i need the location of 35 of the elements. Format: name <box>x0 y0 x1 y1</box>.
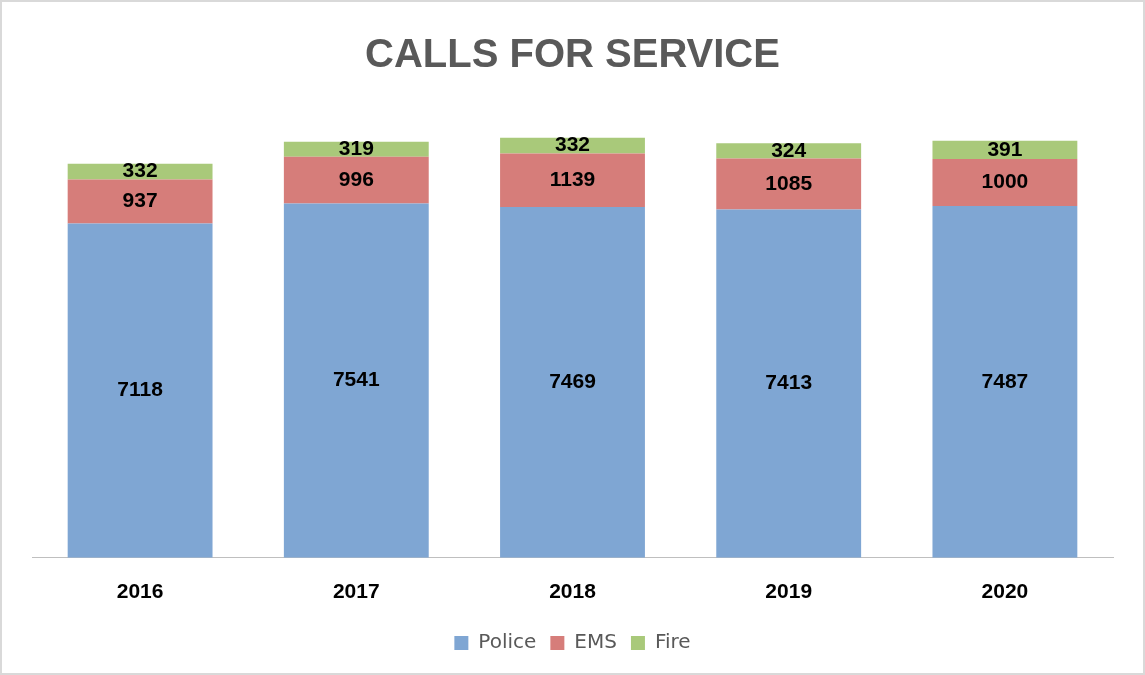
chart-title: CALLS FOR SERVICE <box>365 31 780 76</box>
legend-label: EMS <box>574 629 617 654</box>
data-label: 1085 <box>765 170 813 194</box>
data-label: 7413 <box>765 370 813 394</box>
data-label: 7469 <box>549 369 596 393</box>
data-label: 7118 <box>117 377 164 401</box>
x-tick-label: 2016 <box>116 579 164 603</box>
bar <box>500 153 645 207</box>
data-label: 324 <box>771 137 807 161</box>
data-label: 1139 <box>549 166 596 190</box>
bar <box>283 203 429 558</box>
data-label: 937 <box>122 188 158 212</box>
x-tick-label: 2020 <box>981 579 1029 603</box>
bar <box>932 206 1078 558</box>
x-tick-label: 2019 <box>765 579 813 603</box>
data-label: 391 <box>987 136 1023 160</box>
data-label: 332 <box>122 158 158 182</box>
legend-label: Police <box>478 629 537 654</box>
legend-label: Fire <box>654 629 691 654</box>
data-label: 7487 <box>981 368 1029 392</box>
data-label: 319 <box>338 136 374 160</box>
data-label: 1000 <box>981 169 1029 193</box>
x-tick-label: 2018 <box>549 579 597 603</box>
bar <box>500 206 645 558</box>
bar <box>932 159 1078 207</box>
bar <box>67 223 213 558</box>
bar <box>716 143 862 159</box>
data-label: 996 <box>338 166 374 190</box>
bar <box>67 179 213 224</box>
bar <box>716 158 862 210</box>
x-tick-label: 2017 <box>332 579 380 603</box>
data-label: 332 <box>554 132 591 156</box>
data-label: 7541 <box>332 367 380 391</box>
bar <box>716 209 862 558</box>
bar <box>283 156 429 204</box>
